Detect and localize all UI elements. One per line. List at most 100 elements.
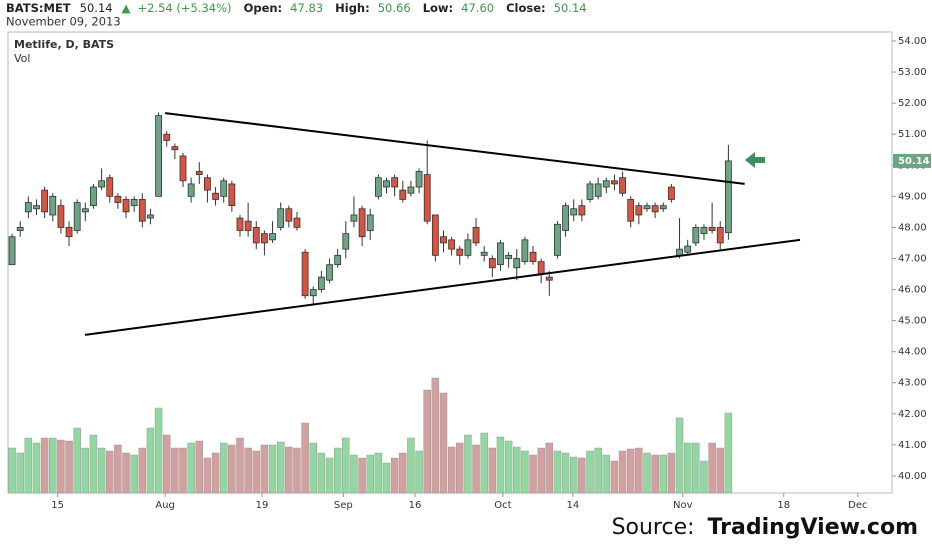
candle-body — [155, 115, 162, 197]
volume-bar — [618, 450, 627, 494]
candle-body — [619, 177, 626, 194]
candle-body — [716, 226, 724, 244]
candle-body — [81, 208, 89, 213]
volume-bar — [16, 452, 24, 494]
volume-bar — [472, 444, 480, 494]
volume-bar — [49, 437, 57, 494]
y-tick-label: 44.00 — [898, 347, 927, 358]
open-label: Open: — [244, 1, 283, 15]
volume-bar — [203, 457, 212, 494]
volume-bar — [106, 450, 114, 494]
volume-bar — [594, 447, 602, 494]
volume-bar — [399, 452, 407, 494]
candle-body — [293, 217, 301, 228]
candle-body — [301, 251, 309, 297]
up-arrow: ▲ — [122, 1, 131, 15]
close-label: Close: — [506, 1, 546, 15]
volume-bar — [724, 412, 733, 494]
candle-body — [594, 183, 602, 197]
price: 50.14 — [80, 1, 113, 15]
volume-bar — [325, 457, 334, 494]
volume-bar — [57, 439, 65, 494]
candle-body — [578, 205, 586, 216]
volume-bar — [716, 447, 724, 494]
candle-body — [49, 195, 57, 216]
candle-body — [602, 180, 610, 188]
volume-bar — [65, 440, 73, 494]
volume-bar — [643, 452, 651, 494]
volume-bar — [40, 437, 49, 494]
candle-body — [497, 242, 504, 266]
volume-bar — [8, 447, 16, 494]
volume-bar — [423, 389, 431, 494]
volume-bar — [32, 442, 41, 494]
candle-body — [228, 183, 236, 207]
volume-bar — [236, 437, 244, 494]
candle-body — [326, 264, 333, 281]
candle-body — [627, 199, 635, 222]
volume-bar — [537, 447, 545, 494]
candle-body — [138, 199, 146, 222]
y-tick-label: 49.00 — [898, 191, 927, 202]
volume-bar — [374, 452, 383, 494]
candle-body — [277, 208, 285, 228]
candle-body — [415, 171, 423, 188]
volume-bar — [627, 448, 635, 494]
volume-bar — [553, 450, 562, 494]
candle-body — [505, 254, 513, 259]
candle-body — [90, 186, 97, 207]
volume-bar — [244, 447, 252, 494]
y-tick-label: 51.00 — [898, 129, 927, 140]
volume-bar — [163, 434, 171, 494]
x-tick-label: Nov — [673, 500, 693, 511]
volume-bar — [154, 407, 163, 494]
price-tag-label: 50.14 — [898, 156, 930, 167]
x-tick-label: 14 — [567, 500, 580, 511]
volume-bar — [651, 454, 659, 494]
volume-bar — [260, 444, 269, 494]
volume-bar — [683, 442, 692, 494]
candle-body — [342, 233, 350, 250]
candle-body — [562, 205, 569, 231]
volume-bar — [333, 447, 342, 494]
volume-bar — [350, 454, 358, 494]
trend-line — [164, 112, 745, 185]
volume-bar — [252, 450, 260, 494]
candle-body — [285, 208, 293, 222]
x-tick-label: 16 — [409, 500, 422, 511]
y-tick-label: 43.00 — [898, 378, 927, 389]
high-label: High: — [335, 1, 370, 15]
candle-body — [317, 276, 325, 290]
volume-bar — [146, 427, 155, 494]
x-tick-label: 18 — [777, 500, 790, 511]
candle-body — [700, 226, 708, 235]
volume-bar — [317, 452, 326, 494]
y-tick-label: 47.00 — [898, 253, 927, 264]
candle-body — [537, 261, 545, 275]
y-tick-label: 45.00 — [898, 316, 927, 327]
candle-body — [448, 239, 456, 250]
candle-body — [358, 208, 366, 238]
x-tick-label: Aug — [155, 500, 175, 511]
y-tick-label: 41.00 — [898, 440, 927, 451]
volume-bar — [692, 442, 700, 494]
volume-bar — [220, 442, 228, 494]
volume-bar — [439, 392, 448, 494]
candle-body — [554, 223, 561, 256]
candle-body — [643, 205, 651, 210]
volume-bar — [480, 432, 488, 494]
volume-bar — [488, 447, 497, 494]
candle-body — [529, 251, 537, 262]
volume-bar — [431, 377, 440, 494]
volume-bar — [195, 440, 203, 494]
volume-bar — [97, 447, 106, 494]
volume-bar — [561, 452, 570, 494]
low-label: Low: — [423, 1, 453, 15]
candle-body — [513, 258, 521, 269]
candle-body — [73, 202, 81, 231]
volume-bar — [211, 452, 220, 494]
high-value: 50.66 — [378, 1, 411, 15]
candle-body — [244, 220, 252, 231]
